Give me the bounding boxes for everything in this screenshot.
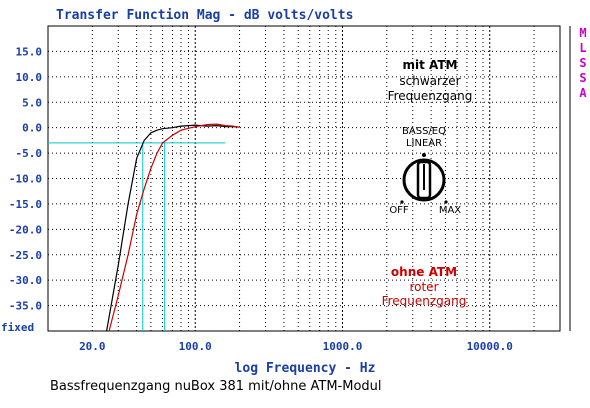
series-line-mit-atm — [106, 124, 240, 332]
side-label-letter: L — [579, 41, 586, 55]
series-line-ohne-atm — [108, 123, 240, 332]
y-tick-label: -25.0 — [9, 249, 42, 262]
mit-atm-line2: Frequenzgang — [388, 89, 473, 103]
knob-label-2: LINEAR — [406, 138, 442, 149]
x-tick-label: 100.0 — [179, 340, 212, 353]
y-tick-label: -5.0 — [16, 147, 43, 160]
y-tick-label: -15.0 — [9, 198, 42, 211]
y-tick-label: -35.0 — [9, 300, 42, 313]
ohne-atm-line1: roter — [409, 280, 438, 294]
y-tick-label: 15.0 — [16, 45, 43, 58]
ohne-atm-title: ohne ATM — [391, 265, 457, 279]
side-label-letter: S — [579, 56, 586, 70]
x-tick-label: 10000.0 — [467, 340, 513, 353]
y-tick-label: 10.0 — [16, 71, 43, 84]
knob-max-label: MAX — [439, 205, 461, 216]
x-tick-labels: 20.0 100.0 1000.0 10000.0 — [79, 340, 513, 353]
knob-off-label: OFF — [389, 205, 409, 216]
knob-label-1: BASS/EQ — [402, 126, 446, 137]
x-tick-label: 1000.0 — [323, 340, 363, 353]
x-tick-label: 20.0 — [79, 340, 106, 353]
ohne-atm-line2: Frequenzgang — [382, 294, 467, 308]
chart-title: Transfer Function Mag - dB volts/volts — [56, 8, 353, 23]
side-label-letter: M — [579, 26, 586, 40]
grid-lines — [48, 26, 560, 331]
reference-lines — [48, 142, 226, 331]
chart-caption: Bassfrequenzgang nuBox 381 mit/ohne ATM-… — [50, 379, 382, 394]
side-label-letter: A — [579, 86, 587, 100]
y-tick-label: -10.0 — [9, 173, 42, 186]
mit-atm-title: mit ATM — [402, 58, 457, 72]
knob-icon — [400, 153, 448, 204]
mit-atm-line1: schwarzer — [399, 74, 460, 88]
y-tick-label: -30.0 — [9, 274, 42, 287]
series-lines — [106, 123, 240, 332]
x-axis-label: log Frequency - Hz — [235, 361, 376, 376]
y-tick-label: -20.0 — [9, 223, 42, 236]
fixed-label: fixed — [1, 321, 34, 334]
y-tick-labels: 15.0 10.0 5.0 0.0 -5.0 -10.0 -15.0 -20.0 -25.0 -3… — [9, 45, 42, 312]
y-tick-label: 5.0 — [22, 96, 42, 109]
side-label-letter: S — [579, 71, 586, 85]
y-tick-label: 0.0 — [22, 122, 42, 135]
